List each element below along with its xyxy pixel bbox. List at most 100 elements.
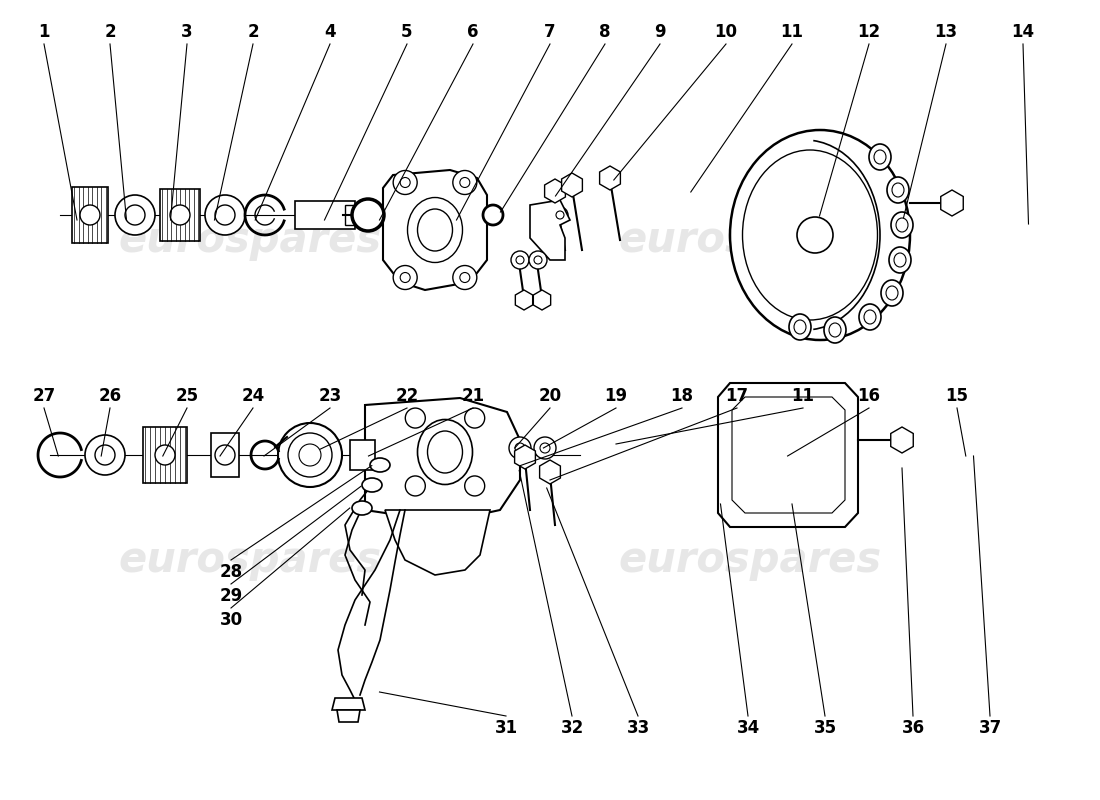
Text: 37: 37 (978, 719, 1002, 737)
Text: 10: 10 (715, 23, 737, 41)
Polygon shape (718, 383, 858, 527)
Text: 15: 15 (946, 387, 968, 405)
Polygon shape (211, 433, 239, 477)
Text: 3: 3 (182, 23, 192, 41)
Ellipse shape (887, 177, 909, 203)
Ellipse shape (864, 310, 876, 324)
Polygon shape (383, 170, 487, 290)
Text: 26: 26 (98, 387, 122, 405)
Ellipse shape (824, 317, 846, 343)
Circle shape (552, 207, 568, 223)
Circle shape (453, 266, 476, 290)
Text: 11: 11 (792, 387, 814, 405)
Text: 25: 25 (175, 387, 199, 405)
Polygon shape (365, 398, 520, 522)
Polygon shape (515, 290, 532, 310)
Text: 2: 2 (104, 23, 116, 41)
Ellipse shape (428, 431, 462, 473)
Ellipse shape (881, 280, 903, 306)
Text: 19: 19 (604, 387, 628, 405)
Text: 1: 1 (39, 23, 50, 41)
Ellipse shape (794, 320, 806, 334)
Text: eurospares: eurospares (618, 219, 881, 261)
Ellipse shape (896, 218, 907, 232)
Circle shape (516, 256, 524, 264)
Text: 32: 32 (560, 719, 584, 737)
Ellipse shape (869, 144, 891, 170)
Ellipse shape (859, 304, 881, 330)
Circle shape (95, 445, 116, 465)
Text: eurospares: eurospares (618, 539, 881, 581)
Text: 2: 2 (248, 23, 258, 41)
Ellipse shape (829, 323, 842, 337)
Circle shape (512, 251, 529, 269)
Polygon shape (345, 205, 360, 225)
Ellipse shape (730, 130, 910, 340)
Polygon shape (332, 698, 365, 710)
Text: 23: 23 (318, 387, 342, 405)
Circle shape (460, 273, 470, 282)
Text: 14: 14 (1011, 23, 1035, 41)
Text: 9: 9 (654, 23, 666, 41)
Text: 20: 20 (538, 387, 562, 405)
Text: 36: 36 (901, 719, 925, 737)
Text: 27: 27 (32, 387, 56, 405)
Text: eurospares: eurospares (119, 539, 382, 581)
Text: 11: 11 (781, 23, 803, 41)
Text: 13: 13 (934, 23, 958, 41)
Text: 28: 28 (219, 563, 243, 581)
Text: 4: 4 (324, 23, 336, 41)
Circle shape (155, 445, 175, 465)
Circle shape (464, 476, 485, 496)
Text: 30: 30 (219, 611, 243, 629)
Circle shape (299, 444, 321, 466)
Ellipse shape (418, 419, 473, 485)
Ellipse shape (789, 314, 811, 340)
Circle shape (405, 408, 426, 428)
Circle shape (278, 423, 342, 487)
Polygon shape (295, 201, 355, 229)
Polygon shape (732, 397, 845, 513)
Ellipse shape (352, 501, 372, 515)
Circle shape (460, 178, 470, 187)
Text: 6: 6 (468, 23, 478, 41)
Circle shape (798, 217, 833, 253)
Ellipse shape (407, 198, 462, 262)
Text: 16: 16 (858, 387, 880, 405)
Ellipse shape (874, 150, 886, 164)
Polygon shape (385, 510, 490, 575)
Circle shape (509, 437, 531, 459)
Text: 29: 29 (219, 587, 243, 605)
Ellipse shape (894, 253, 906, 267)
Circle shape (483, 205, 503, 225)
Text: 33: 33 (626, 719, 650, 737)
Circle shape (534, 437, 556, 459)
Text: 24: 24 (241, 387, 265, 405)
Text: 34: 34 (736, 719, 760, 737)
Text: 22: 22 (395, 387, 419, 405)
Circle shape (534, 256, 542, 264)
Text: 12: 12 (857, 23, 881, 41)
Circle shape (393, 266, 417, 290)
Ellipse shape (886, 286, 898, 300)
Ellipse shape (742, 150, 878, 320)
Text: 17: 17 (725, 387, 749, 405)
Circle shape (400, 273, 410, 282)
Circle shape (205, 195, 245, 235)
Circle shape (515, 443, 525, 453)
Circle shape (400, 178, 410, 187)
Circle shape (116, 195, 155, 235)
Polygon shape (530, 200, 570, 260)
Text: 21: 21 (461, 387, 485, 405)
Circle shape (214, 205, 235, 225)
Text: 7: 7 (544, 23, 556, 41)
Ellipse shape (362, 478, 382, 492)
Polygon shape (160, 189, 200, 241)
Polygon shape (72, 187, 108, 243)
Circle shape (170, 205, 190, 225)
Circle shape (464, 408, 485, 428)
Polygon shape (534, 290, 551, 310)
Circle shape (393, 170, 417, 194)
Circle shape (556, 211, 564, 219)
Text: 5: 5 (402, 23, 412, 41)
